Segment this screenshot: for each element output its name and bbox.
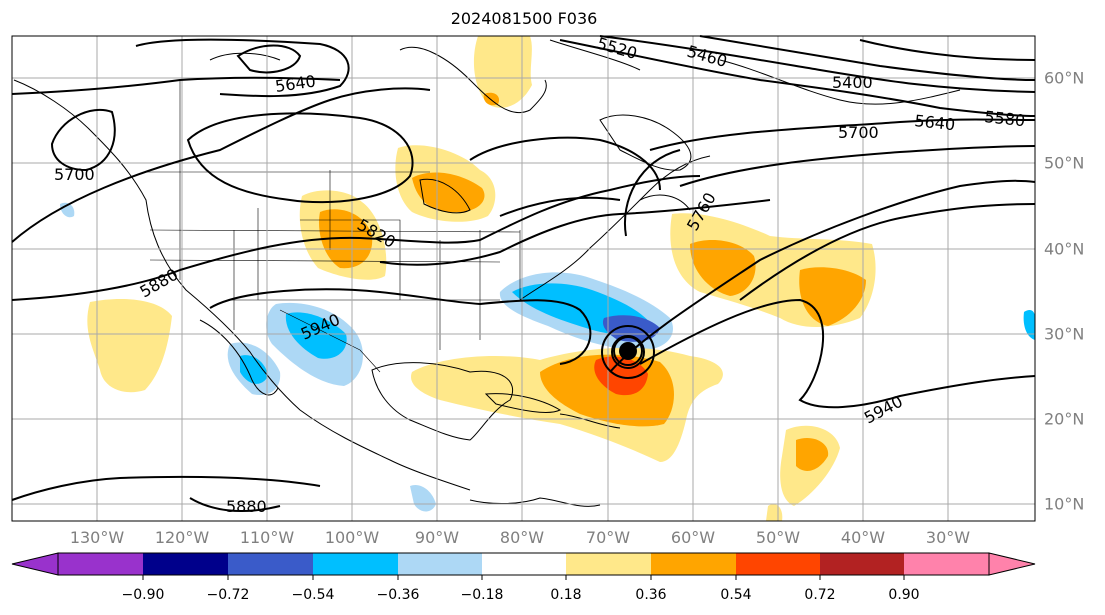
map-title: 2024081500 F036 bbox=[450, 9, 598, 28]
colorbar bbox=[11, 552, 1036, 580]
colorbar-segment bbox=[143, 553, 228, 575]
colorbar-segment bbox=[904, 553, 989, 575]
lat-label: 40°N bbox=[1044, 239, 1085, 259]
storm-marker bbox=[613, 336, 643, 366]
colorbar-segment bbox=[228, 553, 313, 575]
colorbar-tick-label: 0.72 bbox=[804, 587, 836, 603]
colorbar-tick-label: −0.72 bbox=[206, 587, 250, 603]
lon-label: 40°W bbox=[840, 528, 886, 547]
colorbar-segment bbox=[313, 553, 398, 575]
lat-label: 30°N bbox=[1044, 324, 1085, 344]
lon-label: 120°W bbox=[154, 528, 210, 547]
map-frame bbox=[11, 35, 1036, 522]
colorbar-segment bbox=[398, 553, 482, 575]
colorbar-tick-label: 0.90 bbox=[888, 587, 920, 603]
colorbar-extend-high bbox=[988, 552, 1036, 576]
colorbar-extend-low bbox=[11, 552, 59, 576]
lat-label: 50°N bbox=[1044, 153, 1085, 173]
colorbar-segment bbox=[820, 553, 904, 575]
contour-label: 5640 bbox=[914, 111, 956, 134]
shaded-anomalies bbox=[60, 36, 1035, 521]
lon-label: 130°W bbox=[69, 528, 125, 547]
colorbar-segment bbox=[651, 553, 736, 575]
lon-label: 60°W bbox=[670, 528, 716, 547]
height-contours bbox=[11, 35, 1036, 512]
colorbar-tick-label: −0.54 bbox=[291, 587, 335, 603]
colorbar-tick-label: 0.54 bbox=[720, 587, 752, 603]
contour-label: 5700 bbox=[54, 165, 95, 184]
colorbar-tick-label: 0.36 bbox=[635, 587, 667, 603]
lat-label: 10°N bbox=[1044, 494, 1085, 514]
lon-label: 80°W bbox=[499, 528, 545, 547]
lat-label: 20°N bbox=[1044, 409, 1085, 429]
lat-label: 60°N bbox=[1044, 68, 1085, 88]
lon-label: 100°W bbox=[324, 528, 380, 547]
colorbar-segment bbox=[58, 553, 143, 575]
contour-label: 5400 bbox=[832, 73, 873, 92]
lon-label: 50°W bbox=[755, 528, 801, 547]
lon-label: 70°W bbox=[585, 528, 631, 547]
contour-label: 5580 bbox=[984, 107, 1026, 130]
borders bbox=[146, 80, 521, 373]
lon-label: 90°W bbox=[414, 528, 460, 547]
colorbar-segment bbox=[736, 553, 820, 575]
contour-label: 5880 bbox=[226, 497, 267, 516]
colorbar-tick-label: −0.90 bbox=[121, 587, 165, 603]
lon-label: 110°W bbox=[239, 528, 295, 547]
colorbar-segment bbox=[482, 553, 566, 575]
colorbar-tick-label: −0.36 bbox=[376, 587, 420, 603]
colorbar-segment bbox=[566, 553, 651, 575]
colorbar-tick-label: 0.18 bbox=[550, 587, 582, 603]
lon-label: 30°W bbox=[925, 528, 971, 547]
colorbar-tick-label: −0.18 bbox=[460, 587, 504, 603]
contour-label: 5700 bbox=[838, 123, 879, 142]
